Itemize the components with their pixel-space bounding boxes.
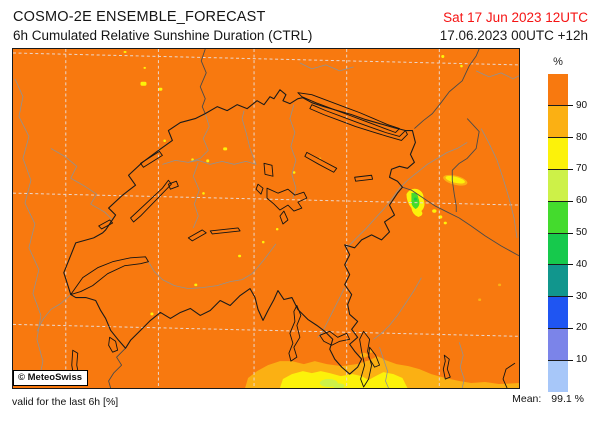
valid-datetime: Sat 17 Jun 2023 12UTC xyxy=(443,10,588,25)
legend-tick-label: 80 xyxy=(576,131,588,143)
legend-tick-mark xyxy=(568,327,573,329)
legend-tick-mark xyxy=(568,200,573,202)
legend-tick-label: 40 xyxy=(576,258,588,270)
legend-tick-label: 50 xyxy=(576,227,588,238)
legend-tick-mark xyxy=(568,359,573,361)
legend-tick-label: 20 xyxy=(576,322,588,334)
lakes xyxy=(70,92,516,388)
legend-tick-label: 60 xyxy=(576,195,588,207)
legend-segment xyxy=(548,136,568,169)
legend-tick-label: 30 xyxy=(576,290,588,302)
legend-segment xyxy=(548,104,568,137)
mean-label: Mean: xyxy=(512,393,542,405)
foreign-borders xyxy=(108,49,519,388)
sunshine-patches xyxy=(123,50,519,388)
legend-segment xyxy=(548,168,568,201)
forecast-map: © MeteoSwiss xyxy=(12,48,520,389)
swiss-border xyxy=(63,89,416,375)
legend-segment xyxy=(548,74,568,105)
page-title: COSMO-2E ENSEMBLE_FORECAST xyxy=(13,9,266,25)
init-datetime: 17.06.2023 00UTC +12h xyxy=(439,28,588,43)
graticule xyxy=(13,49,519,388)
legend-segment xyxy=(548,232,568,265)
legend-unit-label: % xyxy=(553,56,563,68)
legend-bar xyxy=(548,74,568,393)
legend-tick-mark xyxy=(568,264,573,266)
legend-segment xyxy=(548,328,568,361)
legend-tick-mark xyxy=(568,168,573,170)
rivers xyxy=(14,62,519,388)
legend-segment xyxy=(548,200,568,233)
page-subtitle: 6h Cumulated Relative Sunshine Duration … xyxy=(13,28,313,43)
legend-segment xyxy=(548,296,568,329)
legend-tick-mark xyxy=(568,296,573,298)
legend-tick-label: 90 xyxy=(576,99,588,111)
legend-tick-mark xyxy=(568,105,573,107)
legend-tick-mark xyxy=(568,137,573,139)
mean-value: 99.1 % xyxy=(551,393,584,405)
legend-tick-mark xyxy=(568,232,573,234)
legend-tick-label: 10 xyxy=(576,354,588,366)
legend-segment xyxy=(548,264,568,297)
mean-readout: Mean: 99.1 % xyxy=(512,393,584,405)
legend-tick-label: 70 xyxy=(576,163,588,175)
copyright-badge: © MeteoSwiss xyxy=(13,370,89,386)
forecast-map-svg xyxy=(13,49,519,388)
legend-segment xyxy=(548,360,568,393)
validity-note: valid for the last 6h [%] xyxy=(12,396,119,408)
